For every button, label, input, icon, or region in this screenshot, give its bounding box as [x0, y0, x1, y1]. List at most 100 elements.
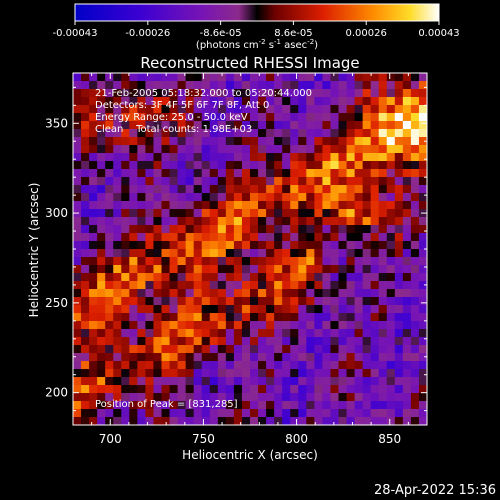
heatmap-cell — [113, 273, 122, 282]
heatmap-cell — [258, 353, 267, 362]
heatmap-cell — [338, 249, 348, 258]
heatmap-cell — [225, 105, 235, 114]
heatmap-cell — [81, 313, 90, 322]
heatmap-cell — [258, 257, 267, 266]
heatmap-cell — [201, 185, 211, 194]
heatmap-cell — [193, 89, 203, 98]
heatmap-cell — [89, 249, 98, 258]
heatmap-cell — [169, 89, 179, 98]
heatmap-cell — [298, 225, 307, 234]
heatmap-cell — [113, 193, 122, 202]
heatmap-cell — [258, 409, 267, 418]
heatmap-cell — [81, 233, 90, 242]
heatmap-cell — [298, 337, 307, 346]
heatmap-cell — [193, 193, 203, 202]
heatmap-cell — [250, 129, 259, 138]
heatmap-cell — [169, 105, 179, 114]
heatmap-cell — [338, 353, 348, 362]
heatmap-cell — [185, 249, 195, 258]
heatmap-cell — [386, 305, 396, 314]
heatmap-cell — [394, 137, 404, 146]
heatmap-cell — [177, 273, 187, 282]
heatmap-cell — [378, 105, 388, 114]
heatmap-cell — [121, 409, 130, 418]
heatmap-cell — [402, 393, 412, 402]
heatmap-cell — [241, 73, 251, 82]
heatmap-cell — [137, 73, 147, 82]
heatmap-cell — [282, 393, 291, 402]
heatmap-cell — [145, 353, 155, 362]
heatmap-cell — [97, 97, 106, 106]
heatmap-cell — [89, 241, 98, 250]
heatmap-cell — [233, 273, 243, 282]
heatmap-cell — [233, 185, 243, 194]
heatmap-cell — [73, 393, 82, 402]
heatmap-cell — [314, 89, 324, 98]
heatmap-cell — [129, 129, 138, 138]
heatmap-cell — [410, 329, 420, 338]
heatmap-cell — [314, 313, 324, 322]
heatmap-cell — [362, 193, 372, 202]
heatmap-cell — [314, 225, 324, 234]
heatmap-cell — [266, 321, 275, 330]
heatmap-cell — [306, 81, 315, 90]
heatmap-cell — [330, 225, 340, 234]
heatmap-cell — [266, 393, 275, 402]
heatmap-cell — [370, 265, 380, 274]
heatmap-cell — [274, 217, 283, 226]
heatmap-cell — [274, 209, 283, 218]
heatmap-cell — [241, 281, 251, 290]
heatmap-cell — [225, 249, 235, 258]
heatmap-cell — [274, 361, 283, 370]
heatmap-cell — [209, 129, 219, 138]
heatmap-cell — [161, 169, 171, 178]
heatmap-cell — [394, 193, 404, 202]
heatmap-cell — [89, 217, 98, 226]
heatmap-cell — [330, 273, 340, 282]
heatmap-cell — [81, 129, 90, 138]
heatmap-cell — [250, 177, 259, 186]
heatmap-cell — [298, 401, 307, 410]
heatmap-cell — [177, 265, 187, 274]
heatmap-cell — [177, 177, 187, 186]
heatmap-cell — [185, 313, 195, 322]
heatmap-cell — [121, 297, 130, 306]
heatmap-cell — [250, 161, 259, 170]
heatmap-cell — [81, 321, 90, 330]
heatmap-cell — [378, 393, 388, 402]
heatmap-cell — [217, 137, 227, 146]
heatmap-cell — [145, 233, 155, 242]
heatmap-cell — [185, 177, 195, 186]
heatmap-cell — [113, 209, 122, 218]
heatmap-cell — [241, 353, 251, 362]
heatmap-cell — [386, 97, 396, 106]
heatmap-cell — [121, 73, 130, 82]
heatmap-cell — [338, 225, 348, 234]
heatmap-cell — [418, 257, 427, 266]
heatmap-cell — [201, 113, 211, 122]
heatmap-cell — [89, 289, 98, 298]
heatmap-cell — [185, 329, 195, 338]
heatmap-cell — [217, 353, 227, 362]
heatmap-cell — [370, 225, 380, 234]
heatmap-cell — [185, 377, 195, 386]
heatmap-cell — [290, 105, 299, 114]
heatmap-cell — [97, 225, 106, 234]
heatmap-cell — [266, 345, 275, 354]
heatmap-cell — [274, 305, 283, 314]
heatmap-cell — [225, 281, 235, 290]
heatmap-cell — [418, 297, 427, 306]
heatmap-cell — [121, 177, 130, 186]
heatmap-cell — [89, 185, 98, 194]
heatmap-cell — [250, 153, 259, 162]
heatmap-cell — [290, 337, 299, 346]
heatmap-cell — [338, 161, 348, 170]
heatmap-cell — [258, 185, 267, 194]
heatmap-cell — [354, 89, 364, 98]
heatmap-cell — [113, 321, 122, 330]
heatmap-cell — [81, 289, 90, 298]
heatmap-cell — [177, 281, 187, 290]
heatmap-cell — [346, 257, 356, 266]
heatmap-cell — [346, 289, 356, 298]
heatmap-cell — [105, 297, 114, 306]
